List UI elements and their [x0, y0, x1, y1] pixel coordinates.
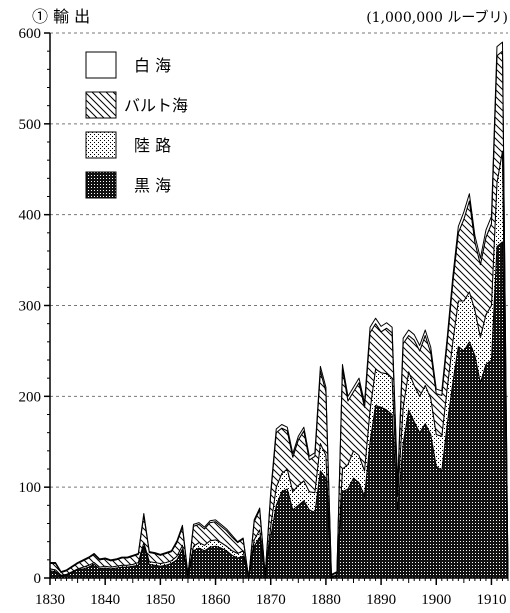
y-tick-label: 500	[19, 117, 42, 133]
axes	[44, 32, 509, 585]
y-tick-label: 400	[19, 208, 42, 224]
x-tick-label: 1830	[35, 592, 65, 608]
y-tick-label: 0	[34, 571, 42, 587]
series-area	[49, 41, 509, 579]
y-tick-label: 100	[19, 480, 42, 496]
legend-label: バルト海	[124, 96, 188, 115]
legend-label: 黒 海	[134, 176, 171, 195]
legend-swatch	[85, 91, 117, 119]
legend-item: バルト海	[85, 91, 188, 119]
x-tick-label: 1850	[145, 592, 175, 608]
legend-item: 陸 路	[85, 131, 171, 159]
series-areas	[49, 41, 509, 579]
y-tick-label: 200	[19, 389, 42, 405]
tick-labels: 0 100 200 300 400 500 600 1830 1840 1850 1860 1870 1…	[19, 26, 507, 608]
x-tick-label: 1840	[90, 592, 120, 608]
y-tick-label: 300	[19, 299, 42, 315]
legend-swatch	[85, 51, 117, 79]
x-tick-label: 1880	[311, 592, 341, 608]
x-tick-label: 1860	[201, 592, 231, 608]
chart-title: ① 輸 出	[32, 7, 90, 26]
x-tick-label: 1900	[421, 592, 451, 608]
legend-label: 白 海	[134, 56, 171, 75]
legend-swatch	[85, 171, 117, 199]
legend-item: 白 海	[85, 51, 171, 79]
legend-swatch	[85, 131, 117, 159]
y-tick-label: 600	[19, 26, 42, 42]
x-tick-label: 1870	[256, 592, 286, 608]
unit-label: (1,000,000 ルーブリ)	[366, 9, 508, 26]
x-tick-label: 1890	[366, 592, 396, 608]
legend-item: 黒 海	[85, 171, 171, 199]
x-tick-label: 1910	[476, 592, 506, 608]
legend-label: 陸 路	[134, 136, 171, 155]
